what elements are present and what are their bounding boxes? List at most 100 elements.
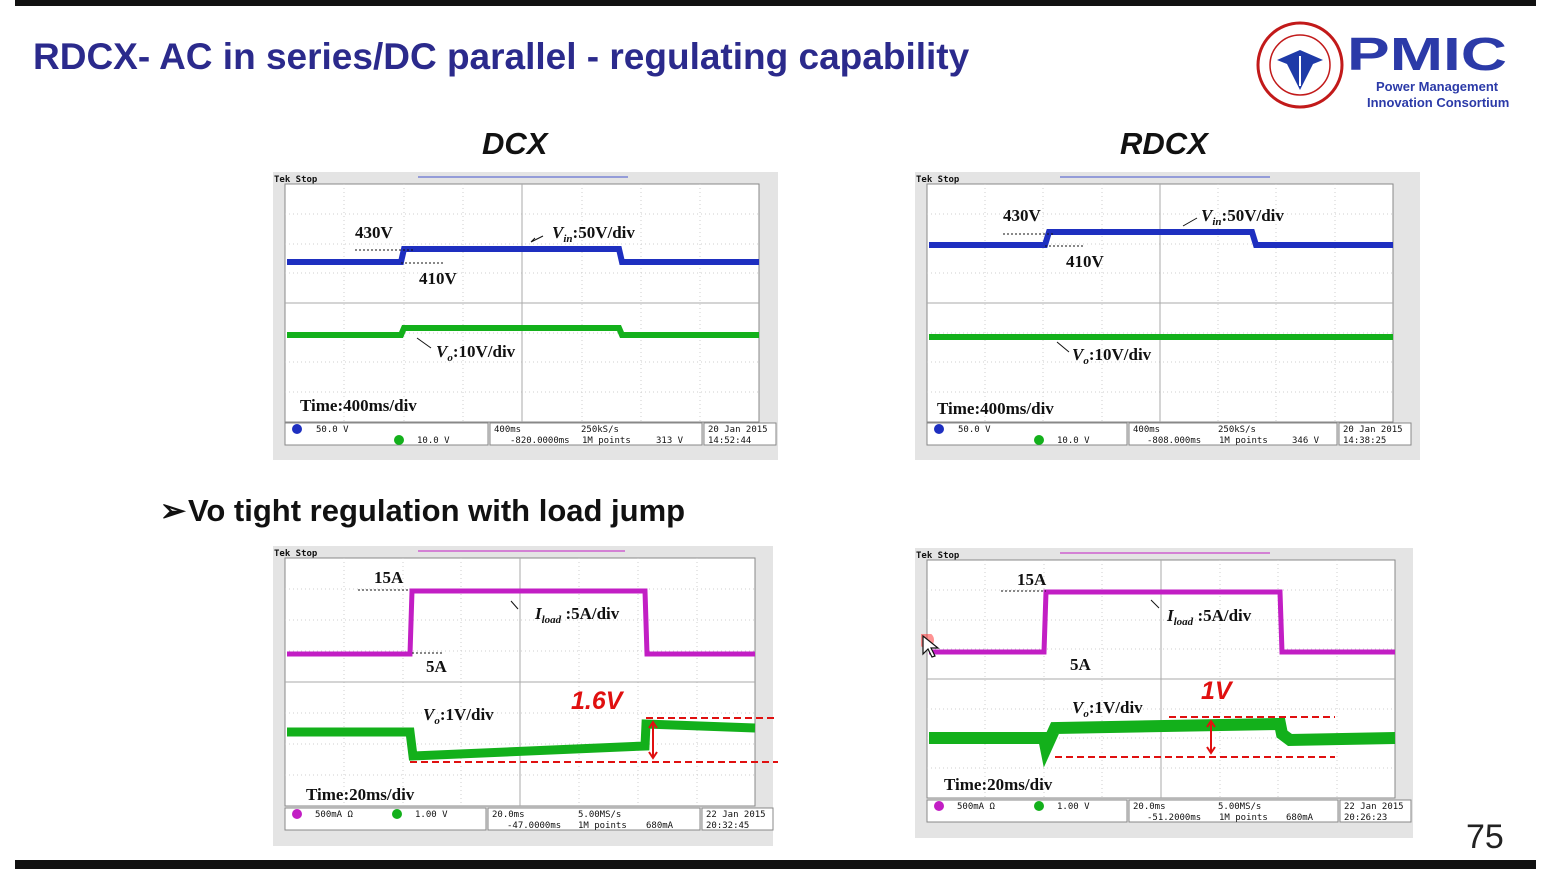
iload-low-label: 5A bbox=[1070, 655, 1092, 674]
svg-text:Vo:10V/div: Vo:10V/div bbox=[436, 342, 516, 364]
scope-date: 20 Jan 2015 bbox=[708, 425, 768, 435]
timebase-label: Time:20ms/div bbox=[944, 775, 1053, 794]
ch4-scale: 1.00 V bbox=[415, 810, 448, 820]
iload-high-label: 15A bbox=[1017, 570, 1047, 589]
trigger-level: 680mA bbox=[1286, 813, 1314, 823]
logo: PMIC Power Management Innovation Consort… bbox=[1255, 20, 1515, 112]
vo-subscript: o bbox=[434, 715, 440, 727]
scope-time: 14:38:25 bbox=[1343, 436, 1386, 446]
vo-label: V bbox=[1072, 698, 1085, 717]
rdcx-line-step-waveform: Tek Stop 430V 410V Vin:50V/div Vo:10V/di… bbox=[915, 172, 1420, 460]
timebase-label: Time:20ms/div bbox=[306, 785, 415, 804]
scope-date: 20 Jan 2015 bbox=[1343, 425, 1403, 435]
scope-time: 14:52:44 bbox=[708, 436, 751, 446]
iload-subscript: load bbox=[542, 614, 562, 626]
timebase-readout: 20.0ms bbox=[492, 810, 525, 820]
trigger-offset: -47.0000ms bbox=[507, 821, 561, 831]
scope-date: 22 Jan 2015 bbox=[706, 810, 766, 820]
bullet-text: Vo tight regulation with load jump bbox=[188, 493, 686, 528]
record-length: 1M points bbox=[1219, 436, 1268, 446]
vo-scale: :1V/div bbox=[1089, 698, 1143, 717]
rdcx-load-step-waveform: Tek Stop 15A 5A Iload :5A/div Vo:1V/div … bbox=[915, 548, 1415, 838]
rdcx-column-title: RDCX bbox=[1120, 126, 1208, 161]
trigger-offset: -820.0000ms bbox=[510, 436, 570, 446]
logo-line-2: Innovation Consortium bbox=[1367, 95, 1510, 110]
trigger-level: 680mA bbox=[646, 821, 674, 831]
top-border bbox=[15, 0, 1536, 6]
vin-subscript: in bbox=[1212, 216, 1221, 228]
ch1-scale: 50.0 V bbox=[316, 425, 349, 435]
iload-scale: :5A/div bbox=[1193, 606, 1252, 625]
timebase-readout: 400ms bbox=[1133, 425, 1160, 435]
dcx-load-step-waveform: Tek Stop 15A 5A Iload :5A/div Vo:1V/div … bbox=[273, 546, 778, 846]
vin-label: V bbox=[552, 223, 565, 242]
iload-label: I bbox=[534, 604, 543, 623]
page-number: 75 bbox=[1466, 818, 1504, 856]
dcx-line-step-waveform: Tek Stop 430V 410V Vin:50V/div Vo:10V/di… bbox=[273, 172, 778, 460]
bullet-point: ➢Vo tight regulation with load jump bbox=[160, 493, 685, 529]
vin-scale: :50V/div bbox=[573, 223, 636, 242]
sample-rate: 250kS/s bbox=[1218, 425, 1256, 435]
scope-header: Tek Stop bbox=[916, 175, 960, 185]
vin-subscript: in bbox=[563, 233, 572, 245]
vo-label: V bbox=[1072, 345, 1085, 364]
vin-low-label: 410V bbox=[419, 269, 458, 288]
ch4-scale: 10.0 V bbox=[1057, 436, 1090, 446]
svg-text:Vo:10V/div: Vo:10V/div bbox=[1072, 345, 1152, 367]
ch4-scale: 1.00 V bbox=[1057, 802, 1090, 812]
bullet-arrow-icon: ➢ bbox=[160, 493, 186, 528]
scope-header: Tek Stop bbox=[916, 551, 960, 561]
timebase-readout: 400ms bbox=[494, 425, 521, 435]
vo-scale: :10V/div bbox=[1089, 345, 1152, 364]
vo-subscript: o bbox=[1083, 355, 1089, 367]
trigger-level: 313 V bbox=[656, 436, 684, 446]
svg-text:Vin:50V/div: Vin:50V/div bbox=[1201, 206, 1284, 228]
scope-time: 20:26:23 bbox=[1344, 813, 1387, 823]
trigger-level: 346 V bbox=[1292, 436, 1320, 446]
vo-label: V bbox=[423, 705, 436, 724]
record-length: 1M points bbox=[578, 821, 627, 831]
vo-label: V bbox=[436, 342, 449, 361]
ch1-scale: 50.0 V bbox=[958, 425, 991, 435]
timebase-readout: 20.0ms bbox=[1133, 802, 1166, 812]
vin-label: V bbox=[1201, 206, 1214, 225]
vo-deviation-label: 1V bbox=[1201, 677, 1234, 705]
record-length: 1M points bbox=[582, 436, 631, 446]
iload-scale: :5A/div bbox=[561, 604, 620, 623]
scope-time: 20:32:45 bbox=[706, 821, 749, 831]
dcx-column-title: DCX bbox=[482, 126, 548, 161]
mouse-pointer-icon bbox=[921, 634, 940, 658]
record-length: 1M points bbox=[1219, 813, 1268, 823]
iload-subscript: load bbox=[1174, 616, 1194, 628]
vin-scale: :50V/div bbox=[1222, 206, 1285, 225]
iload-label: I bbox=[1166, 606, 1175, 625]
scope-date: 22 Jan 2015 bbox=[1344, 802, 1404, 812]
svg-text:Vin:50V/div: Vin:50V/div bbox=[552, 223, 635, 245]
scope-header: Tek Stop bbox=[274, 175, 318, 185]
sample-rate: 5.00MS/s bbox=[1218, 802, 1261, 812]
pmic-wordmark-icon: PMIC bbox=[1347, 30, 1507, 80]
vo-subscript: o bbox=[1083, 708, 1089, 720]
university-seal-icon bbox=[1256, 21, 1344, 109]
timebase-label: Time:400ms/div bbox=[937, 399, 1054, 418]
svg-text:Vo:1V/div: Vo:1V/div bbox=[423, 705, 494, 727]
vo-scale: :10V/div bbox=[453, 342, 516, 361]
slide-title: RDCX- AC in series/DC parallel - regulat… bbox=[33, 36, 970, 77]
timebase-label: Time:400ms/div bbox=[300, 396, 417, 415]
svg-text:Iload :5A/div: Iload :5A/div bbox=[534, 604, 620, 626]
trigger-offset: -51.2000ms bbox=[1147, 813, 1201, 823]
svg-text:Iload :5A/div: Iload :5A/div bbox=[1166, 606, 1252, 628]
logo-line-1: Power Management bbox=[1376, 79, 1499, 94]
iload-high-label: 15A bbox=[374, 568, 404, 587]
iload-low-label: 5A bbox=[426, 657, 448, 676]
ch3-scale: 500mA Ω bbox=[315, 810, 354, 820]
brand-text: PMIC bbox=[1347, 30, 1507, 80]
vo-deviation-label: 1.6V bbox=[571, 687, 625, 715]
trigger-offset: -808.000ms bbox=[1147, 436, 1201, 446]
vin-low-label: 410V bbox=[1066, 252, 1105, 271]
ch4-scale: 10.0 V bbox=[417, 436, 450, 446]
bottom-border bbox=[15, 860, 1536, 869]
vin-high-label: 430V bbox=[1003, 206, 1042, 225]
sample-rate: 5.00MS/s bbox=[578, 810, 621, 820]
vo-subscript: o bbox=[447, 352, 453, 364]
